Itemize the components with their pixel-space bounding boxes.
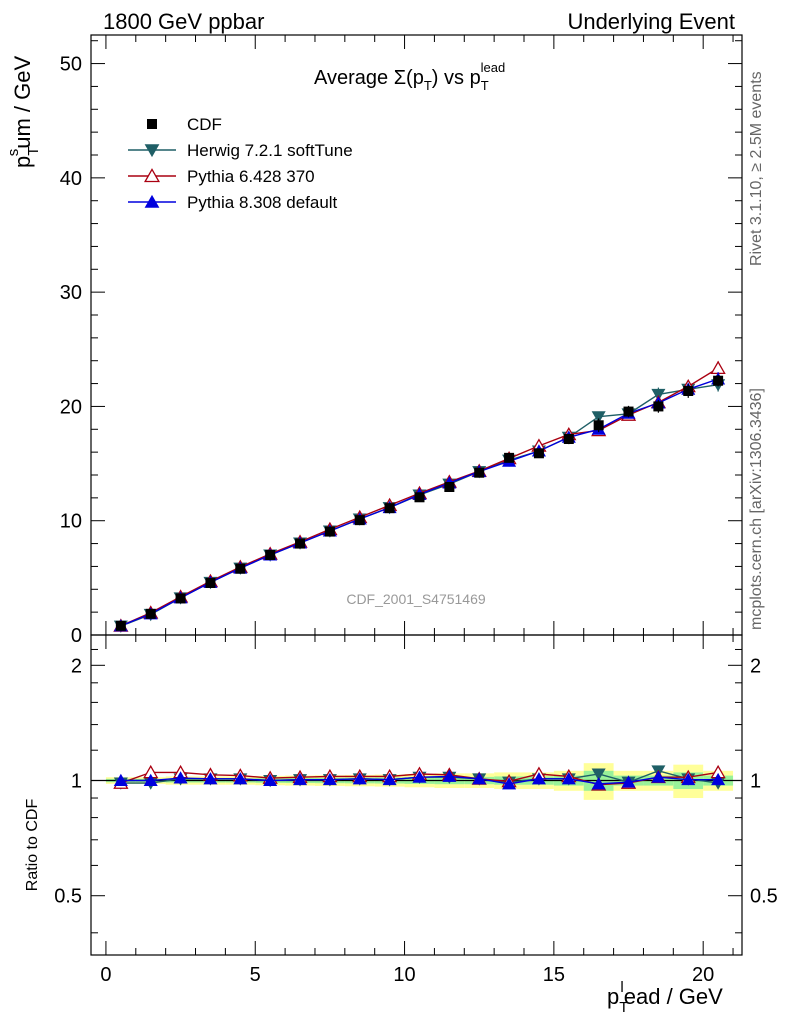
ratio-pythia-8-308-default-point (143, 773, 158, 787)
series-cdf-point (384, 503, 395, 514)
ratio-pythia-8-308-default-point (203, 772, 218, 785)
ratio-pythia-8-308-default-point (681, 772, 696, 786)
series-cdf-point (354, 515, 365, 526)
series-cdf-point (623, 406, 634, 417)
collision-label: 1800 GeV ppbar (103, 9, 264, 34)
legend: CDF Herwig 7.2.1 softTune Pythia 6.428 370… (128, 115, 353, 212)
ratio-pythia-8-308-default-point (412, 770, 427, 783)
y-tick-label: 30 (60, 282, 82, 304)
x-tick-label: 10 (393, 964, 415, 986)
y-tick-label: 0 (71, 625, 82, 647)
y-tick-label: 20 (60, 396, 82, 418)
plot-title: Average Σ(pT) vs pTlead (314, 60, 505, 93)
ratio-pythia-8-308-default-point (442, 769, 457, 782)
series-cdf-point (265, 550, 276, 560)
ratio-pythia-8-308-default-point (472, 772, 487, 785)
ratio-series-layer (113, 764, 726, 791)
legend-label: Pythia 8.308 default (187, 193, 338, 212)
ratio-pythia-8-308-default-point (711, 772, 726, 786)
x-axis-label: pTlead / GeV (607, 979, 723, 1016)
x-tick-label: 0 (100, 964, 111, 986)
series-cdf-point (324, 526, 335, 537)
ratio-y-tick-label: 0.5 (54, 886, 82, 908)
series-cdf-point (533, 448, 544, 459)
ratio-pythia-8-308-default-point (293, 772, 308, 786)
series-cdf-point (593, 420, 604, 431)
ratio-pythia-8-308-default-point (591, 777, 606, 790)
ratio-pythia-8-308-default-point (173, 771, 188, 784)
ratio-y-tick-label: 1 (71, 771, 82, 793)
series-pythia-6-428-370-point (710, 360, 726, 374)
legend-label: CDF (187, 115, 222, 134)
series-cdf-point (653, 401, 664, 412)
main-series-layer (113, 360, 726, 633)
series-cdf-point (504, 452, 515, 463)
series-cdf-point (713, 375, 724, 386)
legend-label: Herwig 7.2.1 softTune (187, 141, 353, 160)
y-tick-label: 40 (60, 168, 82, 190)
series-cdf-point (235, 563, 246, 574)
x-tick-label: 5 (250, 964, 261, 986)
y-axis-label: pTsum / GeV (5, 56, 42, 168)
ratio-pythia-8-308-default-point (263, 773, 278, 787)
series-herwig-7-2-1-softtune-line (120, 384, 719, 627)
series-herwig-7-2-1-softtune-point (591, 411, 606, 424)
axes-layer: 0 5 10 15 20 0 10 20 30 40 50 0.5 0.5 1 1 2 2 (54, 35, 778, 986)
ratio-y-tick-label-right: 0.5 (750, 886, 778, 908)
ratio-herwig-7-2-1-softtune-point (591, 768, 606, 781)
x-tick-label: 15 (543, 964, 565, 986)
analysis-watermark: CDF_2001_S4751469 (346, 591, 486, 607)
legend-marker (144, 194, 160, 208)
y-tick-label: 50 (60, 54, 82, 76)
rivet-label: Rivet 3.1.10, ≥ 2.5M events (748, 71, 765, 266)
ratio-pythia-8-308-default-point (233, 772, 248, 785)
series-cdf-point (295, 538, 306, 549)
ratio-pythia-8-308-default-point (322, 772, 337, 786)
series-cdf-point (205, 578, 216, 588)
ratio-pythia-8-308-default-point (531, 772, 546, 785)
y-tick-label: 10 (60, 511, 82, 533)
ratio-pythia-8-308-default-point (113, 773, 128, 787)
ratio-y-axis-label: Ratio to CDF (24, 799, 41, 892)
legend-marker (147, 119, 157, 129)
ratio-y-tick-label-right: 2 (750, 655, 761, 677)
series-cdf-point (115, 620, 126, 631)
series-cdf-point (683, 386, 694, 396)
legend-label: Pythia 6.428 370 (187, 167, 315, 186)
ratio-pythia-8-308-default-point (561, 772, 576, 785)
ratio-plot-frame (90, 634, 743, 956)
analysis-label: Underlying Event (567, 9, 735, 34)
mcplots-label: mcplots.cern.ch [arXiv:1306.3436] (748, 388, 765, 630)
legend-marker (144, 144, 160, 158)
ratio-y-tick-label: 2 (71, 655, 82, 677)
series-cdf-point (474, 467, 485, 478)
ratio-pythia-8-308-default-point (621, 775, 636, 788)
x-tick-label: 20 (692, 964, 714, 986)
series-herwig-7-2-1-softtune-point (651, 388, 666, 402)
ratio-y-tick-label-right: 1 (750, 771, 761, 793)
ratio-pythia-8-308-default-point (382, 772, 397, 786)
ratio-pythia-8-308-default-point (352, 772, 367, 785)
ratio-pythia-8-308-default-point (651, 770, 666, 783)
ratio-pythia-8-308-default-point (502, 777, 517, 790)
series-cdf-point (563, 434, 574, 444)
legend-marker (144, 168, 160, 183)
series-cdf-point (414, 492, 425, 503)
series-cdf-point (175, 593, 186, 604)
series-cdf-point (444, 482, 455, 492)
series-cdf-point (145, 608, 156, 619)
